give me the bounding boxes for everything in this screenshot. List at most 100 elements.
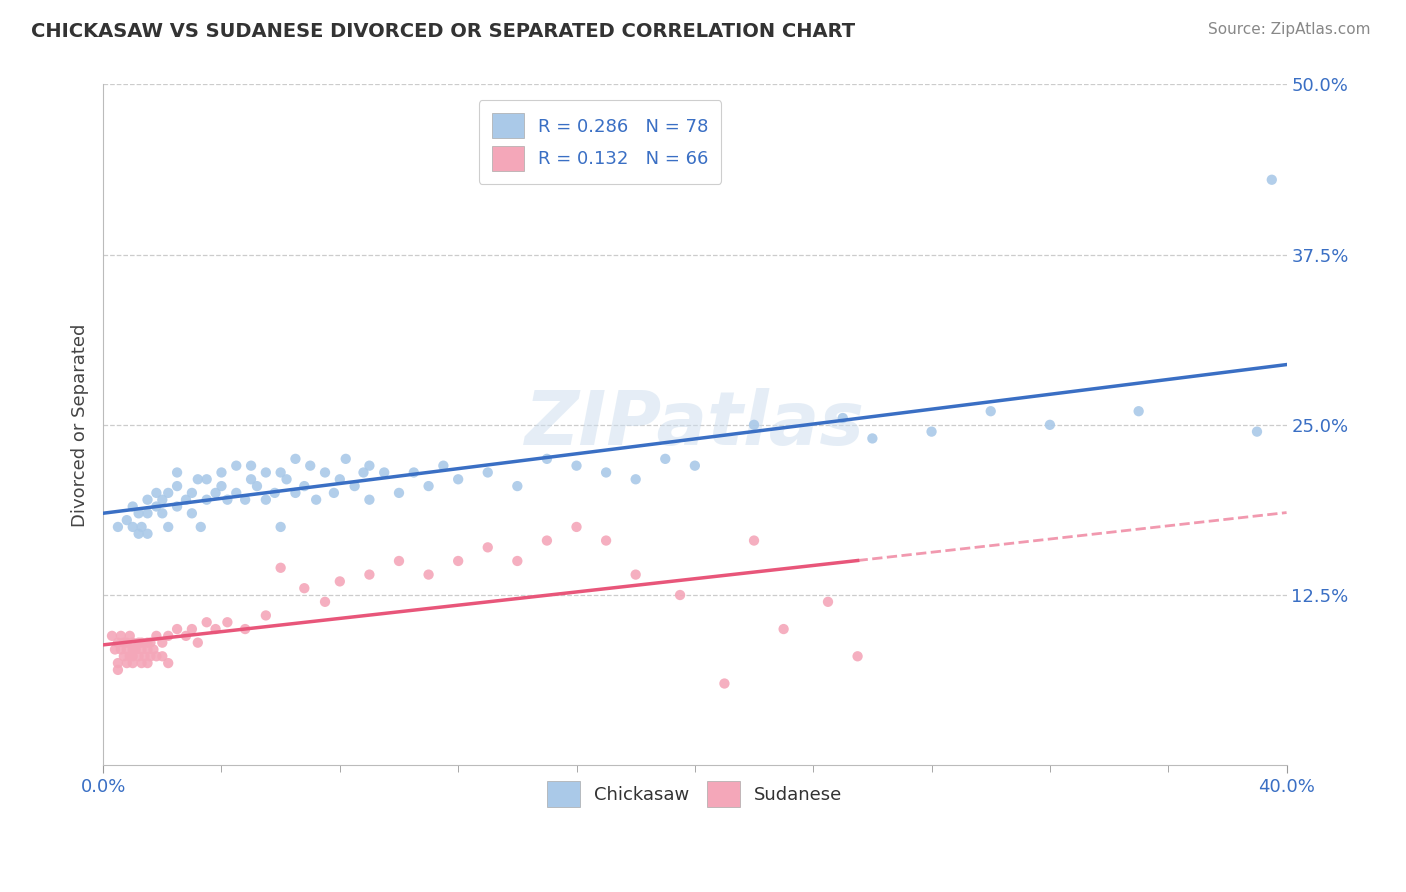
Point: [112, 649, 135, 664]
Point: [335, 451, 357, 466]
Point: [128, 506, 150, 520]
Point: [292, 479, 315, 493]
Point: [131, 520, 153, 534]
Point: [1128, 404, 1150, 418]
Point: [121, 500, 143, 514]
Point: [145, 486, 167, 500]
Point: [121, 520, 143, 534]
Point: [110, 642, 132, 657]
Point: [131, 642, 153, 657]
Point: [142, 642, 165, 657]
Point: [150, 506, 173, 520]
Point: [180, 486, 202, 500]
Point: [136, 492, 159, 507]
Point: [225, 458, 247, 473]
Point: [817, 595, 839, 609]
Point: [980, 404, 1002, 418]
Point: [292, 581, 315, 595]
Point: [270, 466, 292, 480]
Point: [124, 642, 146, 657]
Point: [136, 656, 159, 670]
Point: [477, 541, 499, 555]
Point: [112, 635, 135, 649]
Text: CHICKASAW VS SUDANESE DIVORCED OR SEPARATED CORRELATION CHART: CHICKASAW VS SUDANESE DIVORCED OR SEPARA…: [31, 22, 855, 41]
Point: [211, 479, 233, 493]
Point: [157, 486, 180, 500]
Point: [1246, 425, 1268, 439]
Point: [166, 622, 188, 636]
Point: [254, 608, 277, 623]
Point: [110, 629, 132, 643]
Text: Source: ZipAtlas.com: Source: ZipAtlas.com: [1208, 22, 1371, 37]
Point: [402, 466, 425, 480]
Point: [211, 466, 233, 480]
Point: [134, 649, 156, 664]
Point: [150, 635, 173, 649]
Point: [128, 526, 150, 541]
Point: [329, 472, 352, 486]
Point: [107, 656, 129, 670]
Point: [565, 520, 588, 534]
Point: [107, 663, 129, 677]
Point: [104, 642, 127, 657]
Point: [190, 520, 212, 534]
Point: [107, 520, 129, 534]
Point: [359, 567, 381, 582]
Point: [742, 417, 765, 432]
Point: [240, 472, 263, 486]
Point: [713, 676, 735, 690]
Point: [217, 615, 239, 630]
Point: [195, 472, 218, 486]
Point: [860, 432, 883, 446]
Point: [174, 492, 197, 507]
Point: [921, 425, 943, 439]
Point: [669, 588, 692, 602]
Point: [139, 635, 162, 649]
Point: [477, 466, 499, 480]
Point: [136, 642, 159, 657]
Point: [180, 506, 202, 520]
Point: [536, 533, 558, 548]
Point: [595, 466, 617, 480]
Point: [166, 500, 188, 514]
Text: ZIPatlas: ZIPatlas: [524, 388, 865, 461]
Point: [195, 615, 218, 630]
Point: [595, 533, 617, 548]
Point: [139, 649, 162, 664]
Point: [204, 622, 226, 636]
Point: [305, 492, 328, 507]
Point: [831, 411, 853, 425]
Point: [233, 622, 256, 636]
Point: [217, 492, 239, 507]
Point: [233, 492, 256, 507]
Point: [187, 635, 209, 649]
Point: [388, 486, 411, 500]
Point: [418, 479, 440, 493]
Point: [359, 492, 381, 507]
Point: [565, 458, 588, 473]
Point: [742, 533, 765, 548]
Point: [432, 458, 454, 473]
Point: [246, 479, 269, 493]
Point: [1261, 173, 1284, 187]
Point: [145, 629, 167, 643]
Point: [128, 649, 150, 664]
Point: [388, 554, 411, 568]
Point: [270, 520, 292, 534]
Point: [263, 486, 285, 500]
Point: [204, 486, 226, 500]
Point: [373, 466, 395, 480]
Point: [225, 486, 247, 500]
Point: [131, 656, 153, 670]
Legend: Chickasaw, Sudanese: Chickasaw, Sudanese: [540, 774, 849, 814]
Point: [846, 649, 869, 664]
Point: [174, 629, 197, 643]
Point: [118, 649, 141, 664]
Point: [128, 635, 150, 649]
Point: [145, 649, 167, 664]
Point: [624, 567, 647, 582]
Point: [772, 622, 794, 636]
Point: [107, 635, 129, 649]
Point: [447, 554, 470, 568]
Point: [118, 629, 141, 643]
